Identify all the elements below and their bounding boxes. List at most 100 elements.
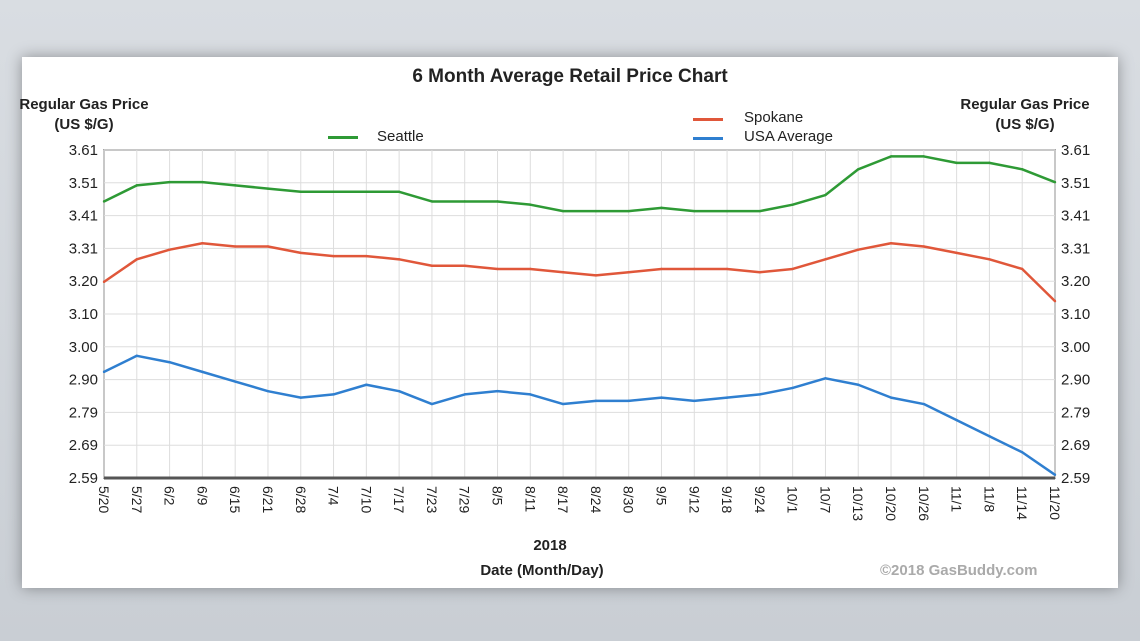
x-tick-label: 8/5 (490, 486, 506, 506)
y-tick-label-right: 3.41 (1061, 208, 1090, 225)
data-point-seattle (1021, 168, 1024, 171)
data-point-usa-average (430, 402, 434, 406)
x-tick-label: 9/18 (719, 486, 735, 513)
x-tick-label: 11/1 (949, 486, 965, 512)
y-tick-label-left: 3.31 (69, 240, 98, 257)
data-point-seattle (725, 209, 729, 213)
x-tick-label: 8/24 (588, 486, 604, 513)
x-tick-label: 8/11 (522, 486, 538, 512)
y-axis-label-right: Regular Gas Price (US $/G) (960, 96, 1090, 133)
data-point-spokane (922, 245, 926, 248)
data-point-spokane (594, 274, 598, 277)
data-point-usa-average (922, 402, 926, 406)
data-point-spokane (660, 267, 663, 271)
x-tick-label: 11/8 (981, 486, 997, 512)
data-point-seattle (1053, 180, 1057, 184)
data-point-usa-average (332, 393, 335, 396)
data-point-usa-average (1053, 473, 1057, 476)
data-point-seattle (233, 184, 237, 187)
legend-label-seattle: Seattle (377, 128, 424, 145)
x-tick-label: 7/10 (358, 486, 374, 513)
data-point-spokane (857, 248, 860, 251)
data-point-seattle (266, 187, 270, 190)
legend-swatch-seattle (328, 136, 358, 139)
x-tick-label: 6/28 (293, 486, 309, 513)
data-point-seattle (299, 190, 302, 194)
data-point-spokane (332, 254, 335, 258)
legend-label-spokane: Spokane (744, 109, 804, 126)
y-tick-label-right: 3.20 (1061, 273, 1090, 290)
data-point-spokane (135, 258, 138, 261)
data-point-seattle (561, 209, 565, 213)
y-tick-label-left: 2.69 (69, 437, 98, 454)
data-point-usa-average (660, 396, 663, 399)
x-tick-label: 11/14 (1014, 486, 1030, 520)
y-tick-label-right: 2.90 (1061, 372, 1090, 389)
x-tick-label: 6/21 (260, 486, 276, 513)
data-point-spokane (529, 267, 532, 271)
data-point-usa-average (955, 418, 958, 422)
x-tick-label: 11/20 (1047, 486, 1063, 520)
data-point-seattle (627, 209, 630, 213)
data-point-seattle (201, 180, 204, 184)
y-tick-label-left: 3.41 (69, 208, 98, 225)
data-point-usa-average (594, 399, 598, 403)
data-point-usa-average (266, 389, 270, 393)
data-point-usa-average (693, 399, 696, 403)
x-tick-label: 6/2 (162, 486, 178, 506)
data-point-seattle (135, 184, 138, 187)
data-point-usa-average (299, 396, 302, 399)
data-point-seattle (102, 200, 106, 203)
x-tick-label: 7/17 (391, 486, 407, 513)
y-tick-label-left: 3.61 (69, 142, 98, 159)
x-tick-label: 9/12 (686, 486, 702, 513)
data-point-spokane (988, 258, 991, 261)
data-point-seattle (693, 209, 696, 213)
x-tick-label: 7/23 (424, 486, 440, 513)
x-tick-label: 9/24 (752, 486, 768, 513)
y-tick-label-right: 2.69 (1061, 437, 1090, 454)
data-point-seattle (955, 161, 958, 165)
data-point-usa-average (889, 396, 893, 399)
data-point-seattle (430, 200, 434, 203)
data-point-seattle (594, 209, 598, 213)
data-point-spokane (824, 258, 827, 261)
data-point-spokane (889, 242, 893, 245)
x-tick-label: 10/1 (785, 486, 801, 513)
data-point-seattle (529, 203, 532, 206)
data-point-spokane (791, 267, 794, 271)
data-point-spokane (102, 280, 106, 284)
data-point-seattle (365, 190, 368, 194)
series-line-usa-average (103, 354, 1056, 476)
x-tick-label: 10/20 (883, 486, 899, 521)
y-tick-label-left: 2.90 (69, 372, 98, 389)
data-point-seattle (791, 203, 794, 206)
data-point-spokane (693, 267, 696, 271)
x-tick-label: 10/7 (817, 486, 833, 513)
y-tick-label-right: 2.79 (1061, 404, 1090, 421)
data-point-usa-average (168, 361, 171, 364)
copyright: ©2018 GasBuddy.com (880, 562, 1038, 579)
data-point-usa-average (758, 393, 762, 396)
y-tick-label-left: 3.00 (69, 339, 98, 356)
data-point-seattle (168, 180, 171, 184)
y-tick-label-right: 3.10 (1061, 306, 1090, 323)
data-point-usa-average (135, 354, 138, 358)
x-tick-label: 10/26 (916, 486, 932, 521)
data-point-spokane (955, 251, 958, 255)
chart-title: 6 Month Average Retail Price Chart (412, 66, 728, 87)
data-point-spokane (365, 254, 368, 258)
y-tick-label-left: 3.51 (69, 175, 98, 192)
data-point-usa-average (561, 402, 565, 406)
data-point-usa-average (627, 399, 630, 403)
y-tick-label-right: 3.61 (1061, 142, 1090, 159)
series-line-seattle (103, 155, 1056, 213)
data-point-usa-average (397, 389, 401, 393)
data-point-usa-average (824, 377, 827, 380)
x-tick-label: 5/27 (129, 486, 145, 513)
data-point-seattle (660, 206, 663, 210)
data-point-usa-average (529, 393, 532, 396)
data-point-spokane (463, 264, 466, 267)
data-point-seattle (758, 209, 762, 213)
